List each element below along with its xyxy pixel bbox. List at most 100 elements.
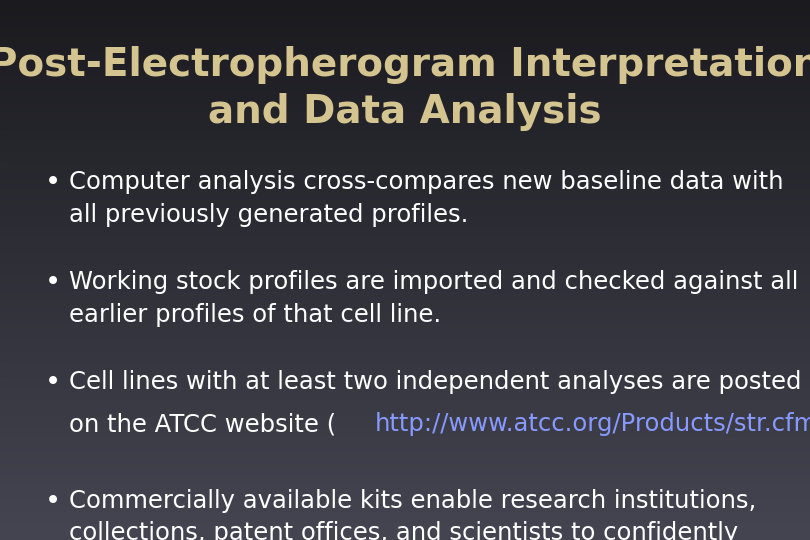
- Bar: [0, 189, 810, 194]
- Bar: [0, 513, 810, 518]
- Bar: [0, 11, 810, 16]
- Bar: [0, 108, 810, 113]
- Bar: [0, 529, 810, 535]
- Bar: [0, 184, 810, 189]
- Bar: [0, 308, 810, 313]
- Bar: [0, 427, 810, 432]
- Bar: [0, 286, 810, 292]
- Text: •: •: [45, 170, 61, 196]
- Bar: [0, 248, 810, 254]
- Bar: [0, 497, 810, 502]
- Bar: [0, 486, 810, 491]
- Bar: [0, 54, 810, 59]
- Bar: [0, 238, 810, 243]
- Bar: [0, 124, 810, 130]
- Bar: [0, 16, 810, 22]
- Bar: [0, 97, 810, 103]
- Text: http://www.atcc.org/Products/str.cfm: http://www.atcc.org/Products/str.cfm: [375, 412, 810, 436]
- Bar: [0, 59, 810, 65]
- Bar: [0, 130, 810, 135]
- Bar: [0, 70, 810, 76]
- Text: •: •: [45, 370, 61, 396]
- Bar: [0, 356, 810, 362]
- Bar: [0, 119, 810, 124]
- Bar: [0, 367, 810, 373]
- Bar: [0, 313, 810, 319]
- Text: on the ATCC website (: on the ATCC website (: [69, 412, 336, 436]
- Bar: [0, 38, 810, 43]
- Bar: [0, 43, 810, 49]
- Text: Computer analysis cross-compares new baseline data with
all previously generated: Computer analysis cross-compares new bas…: [69, 170, 783, 227]
- Bar: [0, 76, 810, 81]
- Text: Working stock profiles are imported and checked against all
earlier profiles of : Working stock profiles are imported and …: [69, 270, 798, 327]
- Bar: [0, 362, 810, 367]
- Bar: [0, 173, 810, 178]
- Bar: [0, 432, 810, 437]
- Bar: [0, 81, 810, 86]
- Bar: [0, 329, 810, 335]
- Bar: [0, 140, 810, 146]
- Bar: [0, 167, 810, 173]
- Bar: [0, 389, 810, 394]
- Bar: [0, 464, 810, 470]
- Bar: [0, 297, 810, 302]
- Bar: [0, 481, 810, 486]
- Bar: [0, 194, 810, 200]
- Bar: [0, 216, 810, 221]
- Bar: [0, 205, 810, 211]
- Bar: [0, 351, 810, 356]
- Bar: [0, 383, 810, 389]
- Bar: [0, 535, 810, 540]
- Bar: [0, 49, 810, 54]
- Bar: [0, 151, 810, 157]
- Bar: [0, 454, 810, 459]
- Bar: [0, 524, 810, 529]
- Bar: [0, 394, 810, 400]
- Bar: [0, 32, 810, 38]
- Bar: [0, 421, 810, 427]
- Bar: [0, 302, 810, 308]
- Bar: [0, 340, 810, 346]
- Bar: [0, 178, 810, 184]
- Bar: [0, 275, 810, 281]
- Text: Commercially available kits enable research institutions,
collections, patent of: Commercially available kits enable resea…: [69, 489, 756, 540]
- Bar: [0, 232, 810, 238]
- Bar: [0, 410, 810, 416]
- Bar: [0, 292, 810, 297]
- Bar: [0, 437, 810, 443]
- Bar: [0, 22, 810, 27]
- Bar: [0, 113, 810, 119]
- Bar: [0, 508, 810, 513]
- Bar: [0, 211, 810, 216]
- Bar: [0, 416, 810, 421]
- Bar: [0, 270, 810, 275]
- Bar: [0, 5, 810, 11]
- Bar: [0, 65, 810, 70]
- Bar: [0, 502, 810, 508]
- Bar: [0, 335, 810, 340]
- Bar: [0, 378, 810, 383]
- Bar: [0, 405, 810, 410]
- Text: Post-Electropherogram Interpretation
and Data Analysis: Post-Electropherogram Interpretation and…: [0, 46, 810, 131]
- Bar: [0, 103, 810, 108]
- Bar: [0, 448, 810, 454]
- Bar: [0, 265, 810, 270]
- Bar: [0, 259, 810, 265]
- Bar: [0, 221, 810, 227]
- Bar: [0, 319, 810, 324]
- Text: •: •: [45, 489, 61, 515]
- Bar: [0, 443, 810, 448]
- Bar: [0, 227, 810, 232]
- Bar: [0, 146, 810, 151]
- Bar: [0, 27, 810, 32]
- Bar: [0, 135, 810, 140]
- Bar: [0, 400, 810, 405]
- Bar: [0, 162, 810, 167]
- Text: Cell lines with at least two independent analyses are posted: Cell lines with at least two independent…: [69, 370, 801, 394]
- Bar: [0, 200, 810, 205]
- Bar: [0, 157, 810, 162]
- Bar: [0, 518, 810, 524]
- Bar: [0, 324, 810, 329]
- Bar: [0, 373, 810, 378]
- Text: •: •: [45, 270, 61, 296]
